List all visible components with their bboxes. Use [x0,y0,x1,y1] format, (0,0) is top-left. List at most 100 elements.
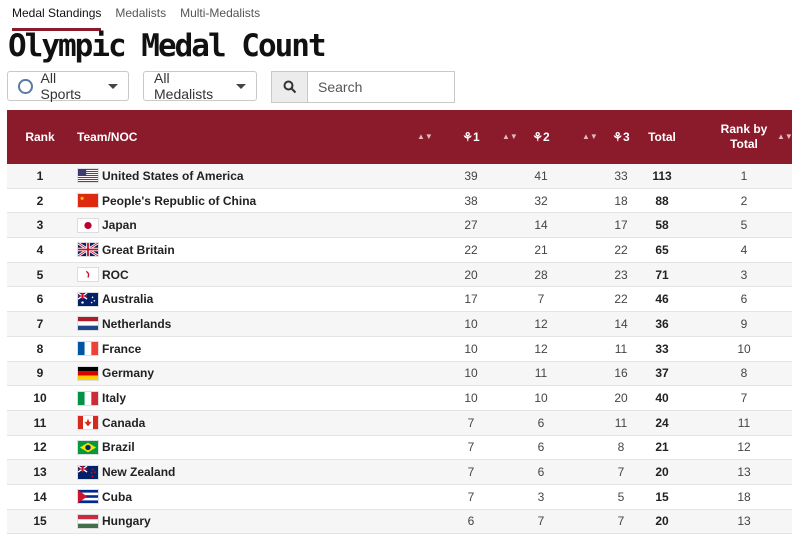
medalists-dropdown[interactable]: All Medalists [143,70,257,102]
table-row[interactable]: 4 Great Britain 22 21 22 65 4 [7,238,792,263]
olympic-emblem-icon [18,78,33,94]
team-cell[interactable]: Great Britain [77,238,377,262]
team-cell[interactable]: United States of America [77,164,377,188]
gbr-flag-icon [77,242,99,258]
col-gold[interactable]: ⚘ 1 [447,110,495,164]
gold-count: 22 [464,242,478,257]
total-count: 20 [655,514,669,529]
total-count: 58 [655,218,669,233]
table-row[interactable]: 14 Cuba 7 3 5 15 18 [7,485,792,510]
team-cell[interactable]: Japan [77,213,377,237]
table-row[interactable]: 12 Brazil 7 6 8 21 12 [7,436,792,461]
australia-flag-icon [77,291,99,307]
table-row[interactable]: 6 Australia 17 7 22 46 6 [7,287,792,313]
team-cell[interactable]: Canada [77,411,377,435]
bronze-count: 17 [614,218,628,233]
silver-count: 3 [537,489,545,504]
col-total[interactable]: Total [648,129,676,144]
total-count: 36 [655,316,669,331]
team-name: Italy [102,391,127,406]
rank-by-total: 8 [740,366,748,381]
silver-count: 12 [534,316,548,331]
gold-count: 6 [467,514,475,529]
silver-count: 14 [534,218,548,233]
table-row[interactable]: 8 France 10 12 11 33 10 [7,337,792,362]
team-cell[interactable]: France [77,337,377,361]
tab-medal-standings[interactable]: Medal Standings [12,4,102,31]
silver-count: 41 [534,168,548,183]
team-cell[interactable]: Germany [77,362,377,386]
team-name: Netherlands [102,316,172,331]
team-name: Cuba [102,489,132,504]
rank-cell: 15 [33,514,47,529]
team-cell[interactable]: Netherlands [77,312,377,336]
new-zealand-flag-icon [77,464,99,480]
team-cell[interactable]: Hungary [77,510,377,534]
china-flag-icon: ★ [77,193,99,209]
total-count: 113 [652,168,672,183]
rank-by-total: 11 [737,415,751,430]
rank-by-total: 5 [740,218,748,233]
sort-icon[interactable]: ▲▼ [777,132,793,141]
bronze-count: 18 [614,193,628,208]
rank-cell: 12 [33,440,47,455]
page-title: Olympic Medal Count [8,28,327,64]
total-count: 33 [655,341,669,356]
col-silver[interactable]: ⚘ 2 [517,110,565,164]
table-row[interactable]: 1 United States of America 39 41 33 113 … [7,164,792,189]
france-flag-icon [77,341,99,357]
gold-count: 17 [464,292,478,307]
rank-by-total: 2 [740,193,748,208]
team-name: Great Britain [102,242,175,257]
sort-icon[interactable]: ▲▼ [417,132,433,141]
sports-dropdown[interactable]: All Sports [7,70,129,102]
bronze-count: 8 [617,440,625,455]
rank-cell: 11 [33,415,47,430]
sort-icon[interactable]: ▲▼ [582,132,598,141]
tab-multi-medalists[interactable]: Multi-Medalists [180,6,261,20]
col-rank[interactable]: Rank [25,129,55,144]
table-row[interactable]: 11 Canada 7 6 11 24 11 [7,410,792,436]
team-cell[interactable]: ★ People's Republic of China [77,189,377,213]
search-input[interactable] [307,71,455,103]
table-row[interactable]: 15 Hungary 6 7 7 20 13 [7,509,792,535]
rank-cell: 5 [36,267,44,282]
rank-by-total: 13 [737,465,751,480]
team-name: France [102,341,142,356]
search-box [271,71,455,103]
table-row[interactable]: 5 ROC 20 28 23 71 3 [7,262,792,288]
gold-count: 20 [464,267,478,282]
table-row[interactable]: 10 Italy 10 10 20 40 7 [7,386,792,411]
total-count: 46 [655,292,669,307]
table-row[interactable]: 13 New Zealand 7 6 7 20 13 [7,460,792,485]
col-bronze[interactable]: ⚘ 3 [597,110,645,164]
tab-medalists[interactable]: Medalists [115,6,167,20]
search-button[interactable] [271,71,307,103]
table-row[interactable]: 3 Japan 27 14 17 58 5 [7,213,792,239]
caret-down-icon [236,83,246,89]
team-cell[interactable]: Cuba [77,485,377,509]
bronze-count: 20 [614,391,628,406]
team-cell[interactable]: Italy [77,386,377,410]
col-team[interactable]: Team/NOC [77,129,138,144]
total-count: 20 [655,465,669,480]
bronze-count: 14 [614,316,628,331]
team-cell[interactable]: Brazil [77,436,377,460]
rank-cell: 10 [33,391,47,406]
table-row[interactable]: 2 ★ People's Republic of China 38 32 18 … [7,189,792,214]
gold-count: 10 [464,391,478,406]
table-row[interactable]: 7 Netherlands 10 12 14 36 9 [7,312,792,337]
col-rank-by-total[interactable]: Rank by Total [720,122,768,151]
silver-medal-icon: ⚘ [532,129,544,144]
bronze-count: 22 [614,292,628,307]
sort-icon[interactable]: ▲▼ [502,132,518,141]
medalists-dropdown-label: All Medalists [154,70,214,102]
table-row[interactable]: 9 Germany 10 11 16 37 8 [7,361,792,387]
team-cell[interactable]: Australia [77,287,377,311]
caret-down-icon [108,83,118,89]
hungary-flag-icon [77,513,99,529]
rank-by-total: 13 [737,514,751,529]
team-cell[interactable]: New Zealand [77,460,377,484]
team-cell[interactable]: ROC [77,263,377,287]
gold-count: 7 [467,489,475,504]
